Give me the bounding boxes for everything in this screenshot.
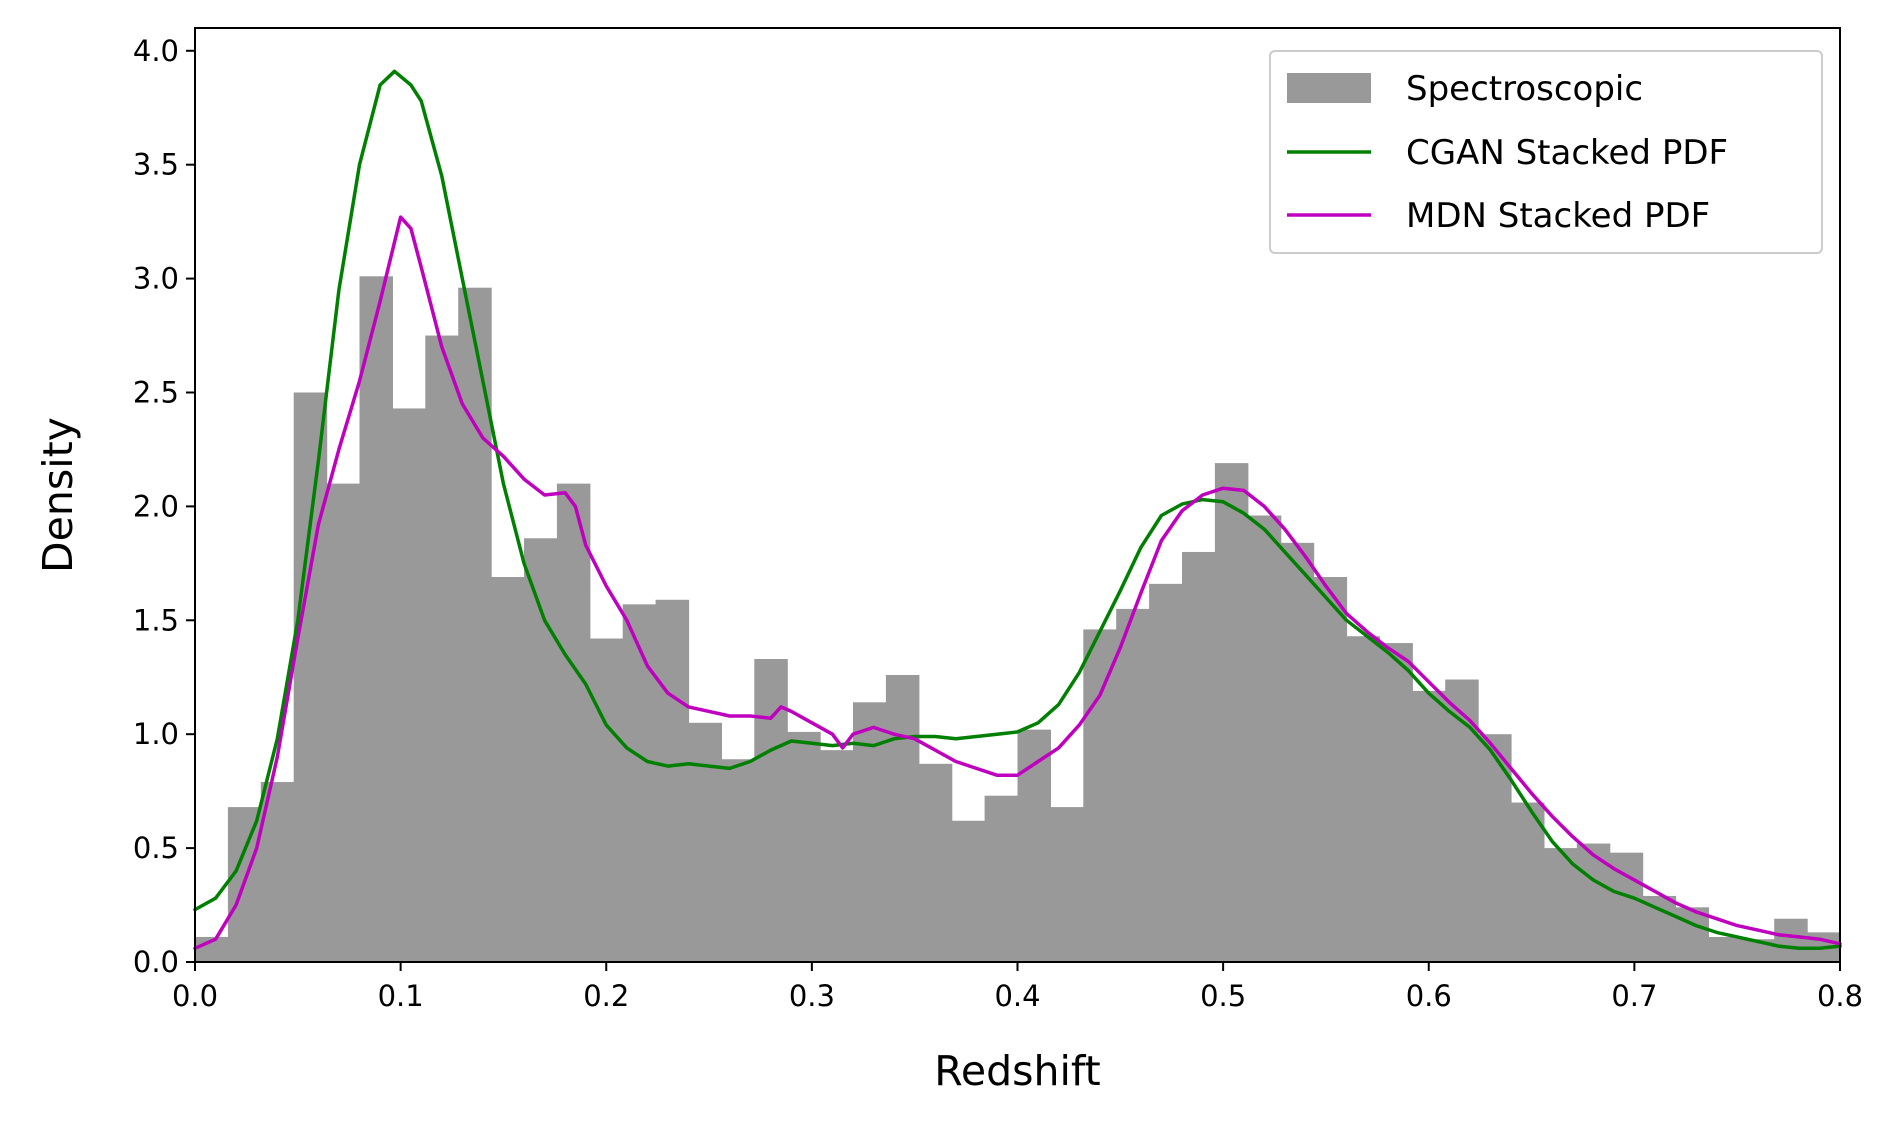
x-tick-label: 0.0 [172, 979, 218, 1013]
histogram-bar [1412, 690, 1446, 962]
histogram-bar [1478, 734, 1512, 962]
y-tick-label: 0.5 [133, 831, 179, 865]
histogram-bar [820, 750, 854, 962]
x-tick-label: 0.2 [583, 979, 629, 1013]
histogram-bar [589, 638, 624, 962]
histogram-bar [1379, 643, 1413, 962]
x-tick-label: 0.8 [1817, 979, 1863, 1013]
x-tick-label: 0.5 [1200, 979, 1246, 1013]
histogram-bar [392, 408, 426, 962]
histogram-bar [688, 722, 722, 962]
histogram-bar [1675, 907, 1709, 962]
histogram-bar [1313, 577, 1348, 962]
histogram-bar [1774, 918, 1808, 962]
histogram-bars [195, 276, 1841, 962]
histogram-bar [951, 820, 986, 962]
legend-label-spectroscopic: Spectroscopic [1406, 69, 1643, 109]
histogram-bar [491, 577, 525, 962]
x-axis-ticks: 0.0 0.1 0.2 0.3 0.4 0.5 0.6 0.7 0.8 [172, 962, 1863, 1013]
histogram-bar [425, 335, 459, 962]
y-tick-label: 3.0 [133, 262, 179, 296]
x-tick-label: 0.4 [994, 979, 1040, 1013]
histogram-bar [754, 659, 788, 962]
histogram-bar [1214, 463, 1249, 962]
x-tick-label: 0.1 [378, 979, 424, 1013]
legend-box [1269, 50, 1823, 254]
y-tick-label: 1.0 [133, 717, 179, 751]
histogram-bar [524, 538, 558, 962]
y-tick-label: 2.0 [133, 489, 179, 523]
histogram-bar [326, 483, 361, 962]
histogram-bar [1116, 608, 1150, 962]
histogram-bar [1182, 551, 1216, 962]
y-tick-label: 2.5 [133, 375, 179, 409]
histogram-bar [1017, 729, 1051, 962]
histogram-bar [1149, 583, 1183, 962]
legend-label-mdn: MDN Stacked PDF [1406, 196, 1710, 236]
x-tick-label: 0.7 [1611, 979, 1657, 1013]
x-tick-label: 0.6 [1406, 979, 1452, 1013]
histogram-bar [885, 674, 920, 962]
histogram-bar [293, 392, 328, 962]
histogram-bar [622, 604, 657, 962]
legend-label-cgan: CGAN Stacked PDF [1406, 133, 1728, 173]
histogram-bar [359, 276, 393, 962]
histogram-bar [1280, 542, 1315, 962]
histogram-bar [556, 483, 591, 962]
pdf-lines [193, 69, 1842, 951]
histogram-bar [1346, 636, 1380, 962]
x-tick-label: 0.3 [789, 979, 835, 1013]
legend: Spectroscopic CGAN Stacked PDF MDN Stack… [1269, 50, 1823, 254]
mdn-pdf-line [193, 215, 1842, 951]
histogram-bar [721, 759, 755, 962]
y-tick-label: 0.0 [133, 945, 179, 979]
y-tick-label: 1.5 [133, 603, 179, 637]
histogram-bar [1511, 802, 1545, 962]
histogram-bar [1050, 807, 1084, 962]
histogram-bar [655, 599, 690, 962]
histogram-bar [1642, 895, 1677, 962]
histogram-bar [787, 731, 821, 962]
y-axis-title: Density [34, 417, 82, 573]
histogram-bar [1083, 629, 1117, 962]
y-axis-ticks: 0.0 0.5 1.0 1.5 2.0 2.5 3.0 3.5 4.0 [133, 34, 195, 979]
histogram-bar [1708, 936, 1742, 962]
histogram-bar [458, 287, 492, 962]
legend-swatch-spectroscopic [1287, 73, 1371, 103]
y-tick-label: 4.0 [133, 34, 179, 68]
x-axis-title: Redshift [934, 1047, 1100, 1095]
histogram-bar [1247, 515, 1282, 962]
histogram-bar [918, 763, 953, 962]
y-tick-label: 3.5 [133, 148, 179, 182]
histogram-bar [1543, 848, 1578, 962]
histogram-bar [984, 795, 1019, 962]
cgan-pdf-line [193, 69, 1842, 951]
